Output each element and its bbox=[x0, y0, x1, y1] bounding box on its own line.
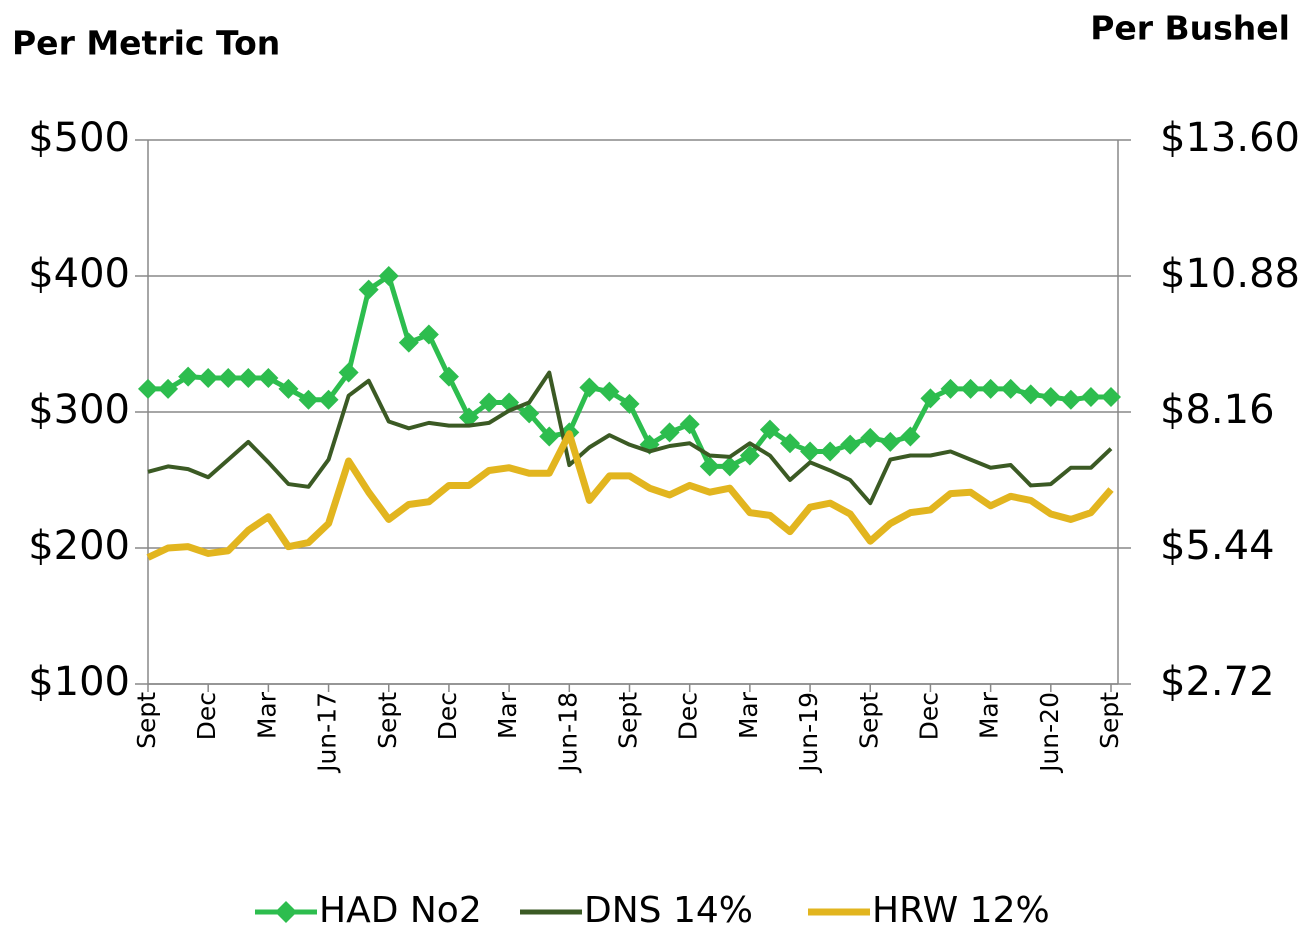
marker bbox=[178, 366, 199, 387]
marker bbox=[218, 368, 239, 388]
y-tick-label: $100 bbox=[28, 659, 130, 705]
marker bbox=[780, 433, 800, 454]
y-tick-label: $400 bbox=[28, 251, 130, 297]
x-tick-label: Mar bbox=[734, 691, 763, 739]
marker bbox=[1040, 387, 1061, 408]
marker bbox=[880, 431, 901, 452]
y-tick-label: $300 bbox=[28, 387, 130, 433]
marker bbox=[1101, 387, 1121, 408]
x-tick-label: Sept bbox=[373, 692, 402, 749]
marker bbox=[739, 445, 760, 466]
series-line bbox=[148, 273, 1111, 469]
y2-axis-title: Per Bushel bbox=[1090, 9, 1290, 48]
marker bbox=[599, 381, 620, 402]
x-tick-label: Dec bbox=[192, 692, 221, 740]
legend-item: DNS 14% bbox=[520, 890, 753, 930]
marker bbox=[378, 266, 399, 286]
marker bbox=[418, 324, 439, 345]
marker bbox=[920, 388, 941, 409]
x-tick-label: Jun-18 bbox=[553, 692, 582, 774]
marker bbox=[1060, 389, 1081, 410]
marker bbox=[1020, 384, 1041, 405]
legend-item: HRW 12% bbox=[808, 890, 1050, 930]
legend-marker bbox=[275, 901, 297, 923]
x-tick-label: Sept bbox=[132, 692, 161, 749]
marker bbox=[298, 389, 319, 410]
marker bbox=[1080, 387, 1101, 408]
marker bbox=[278, 378, 299, 399]
marker bbox=[980, 378, 1001, 399]
y2-tick-label: $8.16 bbox=[1160, 387, 1275, 433]
marker bbox=[579, 377, 600, 398]
series-line bbox=[147, 370, 1113, 506]
marker bbox=[338, 362, 359, 383]
marker bbox=[198, 368, 219, 388]
marker bbox=[358, 279, 379, 300]
marker bbox=[759, 419, 780, 440]
marker bbox=[679, 414, 700, 435]
marker bbox=[719, 456, 740, 477]
y-axis-title: Per Metric Ton bbox=[12, 24, 280, 63]
marker bbox=[258, 368, 279, 388]
x-tick-label: Mar bbox=[252, 691, 281, 739]
y2-tick-label: $2.72 bbox=[1160, 659, 1275, 705]
marker bbox=[318, 389, 339, 410]
marker bbox=[900, 426, 921, 447]
legend-label: HRW 12% bbox=[872, 890, 1050, 930]
marker bbox=[158, 378, 179, 399]
legend-label: HAD No2 bbox=[319, 890, 482, 930]
marker bbox=[800, 441, 821, 462]
x-tick-label: Dec bbox=[433, 692, 462, 740]
x-tick-label: Jun-19 bbox=[794, 692, 823, 774]
x-tick-label: Dec bbox=[674, 692, 703, 740]
marker bbox=[539, 426, 560, 447]
marker bbox=[438, 366, 459, 387]
x-tick-label: Jun-20 bbox=[1035, 692, 1064, 774]
legend-label: DNS 14% bbox=[584, 890, 753, 930]
marker bbox=[398, 332, 419, 353]
x-tick-label: Sept bbox=[854, 692, 883, 749]
marker bbox=[238, 368, 259, 388]
marker bbox=[659, 422, 680, 443]
marker bbox=[519, 403, 540, 424]
marker bbox=[840, 434, 861, 455]
x-tick-label: Sept bbox=[614, 692, 643, 749]
marker bbox=[619, 393, 640, 414]
marker bbox=[138, 378, 158, 399]
x-tick-label: Dec bbox=[914, 692, 943, 740]
y2-tick-label: $13.60 bbox=[1160, 115, 1300, 161]
y-tick-label: $500 bbox=[28, 115, 130, 161]
marker bbox=[820, 441, 841, 462]
marker bbox=[1000, 378, 1021, 399]
x-tick-label: Sept bbox=[1095, 692, 1124, 749]
marker bbox=[940, 378, 961, 399]
marker bbox=[860, 427, 881, 448]
x-tick-label: Mar bbox=[493, 691, 522, 739]
series-line bbox=[146, 430, 1114, 561]
marker bbox=[699, 456, 720, 477]
marker bbox=[479, 392, 500, 413]
y2-tick-label: $5.44 bbox=[1160, 523, 1275, 569]
marker bbox=[459, 407, 479, 428]
marker bbox=[960, 378, 981, 399]
legend-item: HAD No2 bbox=[255, 890, 482, 930]
y-tick-label: $200 bbox=[28, 523, 130, 569]
y2-tick-label: $10.88 bbox=[1160, 251, 1300, 297]
x-tick-label: Jun-17 bbox=[313, 692, 342, 774]
x-tick-label: Mar bbox=[975, 691, 1004, 739]
